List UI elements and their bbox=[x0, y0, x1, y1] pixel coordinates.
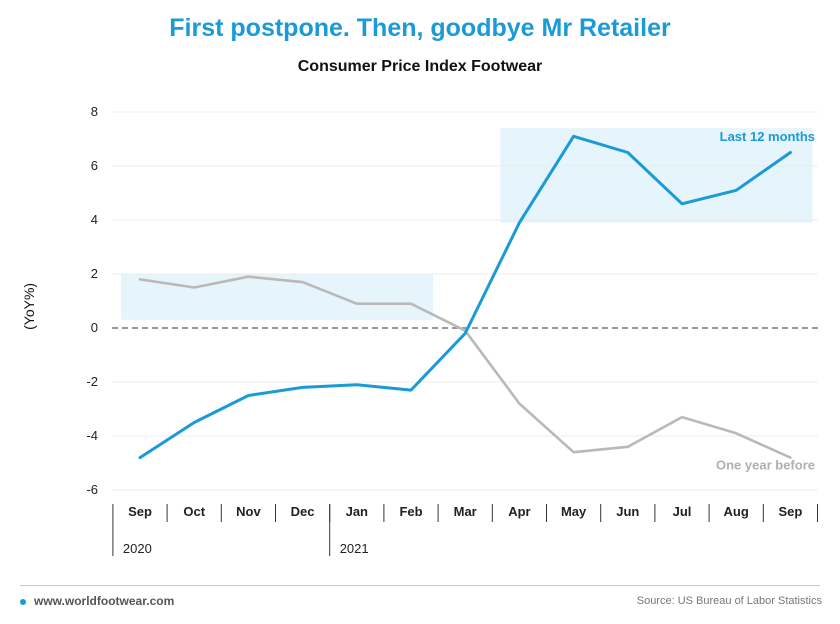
x-tick-label: May bbox=[561, 504, 587, 519]
source-note: Source: US Bureau of Labor Statistics bbox=[636, 595, 822, 607]
y-tick-label: -4 bbox=[86, 428, 98, 443]
bullet-icon bbox=[20, 598, 26, 605]
year-label: 2020 bbox=[123, 541, 152, 556]
y-tick-label: 6 bbox=[91, 158, 98, 173]
y-tick-label: -2 bbox=[86, 374, 98, 389]
chart-title: First postpone. Then, goodbye Mr Retaile… bbox=[169, 14, 671, 42]
x-tick-label: Nov bbox=[236, 504, 261, 519]
x-tick-label: Sep bbox=[128, 504, 152, 519]
footer-divider bbox=[20, 585, 820, 586]
year-label: 2021 bbox=[340, 541, 369, 556]
x-tick-label: Mar bbox=[454, 504, 477, 519]
website-link[interactable]: www.worldfootwear.com bbox=[34, 594, 175, 608]
x-tick-label: Jul bbox=[673, 504, 692, 519]
y-tick-label: 2 bbox=[91, 266, 98, 281]
series-label-last-12-months: Last 12 months bbox=[720, 129, 815, 144]
y-tick-label: -6 bbox=[86, 482, 98, 497]
series-label-one-year-before: One year before bbox=[716, 458, 815, 473]
x-tick-label: Jun bbox=[616, 504, 639, 519]
x-tick-label: Feb bbox=[399, 504, 422, 519]
x-tick-label: Jan bbox=[346, 504, 368, 519]
y-tick-label: 4 bbox=[91, 212, 98, 227]
y-axis-label: (YoY%) bbox=[21, 283, 37, 330]
line-chart: 8 6 4 2 0 -2 -4 -6 (YoY%) Sep Oct Nov Dec Jan Feb Mar Ap… bbox=[21, 104, 818, 556]
x-tick-label: Oct bbox=[183, 504, 205, 519]
x-tick-label: Apr bbox=[508, 504, 530, 519]
highlight-box-1 bbox=[500, 128, 813, 223]
chart-subtitle: Consumer Price Index Footwear bbox=[297, 58, 543, 75]
x-tick-label: Sep bbox=[778, 504, 802, 519]
y-tick-label: 8 bbox=[91, 104, 98, 119]
footer-website[interactable]: www.worldfootwear.com bbox=[20, 594, 174, 608]
x-tick-label: Dec bbox=[291, 504, 315, 519]
highlight-box-0 bbox=[121, 274, 433, 320]
y-tick-label: 0 bbox=[91, 320, 98, 335]
x-tick-label: Aug bbox=[724, 504, 749, 519]
